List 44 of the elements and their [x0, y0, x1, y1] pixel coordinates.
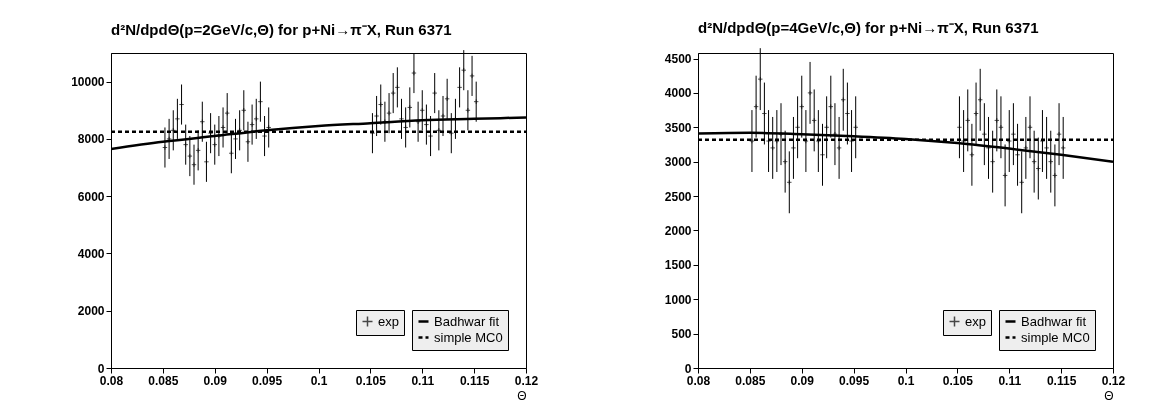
y-tick-label: 4000: [664, 86, 692, 101]
x-tick-label: 0.12: [1101, 373, 1126, 388]
legend-label: exp: [378, 313, 399, 329]
y-tick-label: 4000: [77, 246, 105, 261]
x-axis-title: Θ: [517, 388, 527, 403]
y-tick-label: 6000: [77, 189, 105, 204]
y-tick-label: 4500: [664, 52, 692, 66]
x-tick-label: 0.115: [459, 373, 490, 388]
legend-label: Badhwar fit: [434, 313, 500, 329]
y-tick-label: 2000: [664, 223, 692, 238]
y-tick-label: 0: [684, 361, 692, 376]
y-tick-label: 10000: [71, 75, 105, 90]
x-tick-label: 0.11: [411, 373, 435, 388]
x-tick-label: 0.09: [203, 373, 228, 388]
x-tick-label: 0.12: [514, 373, 539, 388]
legend-label: simple MC0: [1021, 329, 1090, 345]
chart-title: d²N/dpdΘ(p=2GeV/c,Θ) for p+Ni→π⁻X, Run 6371: [111, 20, 452, 38]
chart-title: d²N/dpdΘ(p=4GeV/c,Θ) for p+Ni→π⁻X, Run 6371: [698, 18, 1039, 36]
y-tick-label: 0: [97, 361, 105, 376]
legend-label: Badhwar fit: [1021, 313, 1087, 329]
x-tick-label: 0.095: [839, 373, 870, 388]
x-tick-label: 0.095: [252, 373, 283, 388]
x-axis-title: Θ: [1104, 388, 1114, 403]
x-tick-label: 0.1: [310, 373, 328, 388]
x-tick-label: 0.085: [148, 373, 179, 388]
x-tick-label: 0.1: [897, 373, 915, 388]
y-tick-label: 8000: [77, 132, 105, 147]
y-tick-label: 3000: [664, 155, 692, 170]
x-tick-label: 0.08: [99, 373, 124, 388]
legend-label: exp: [965, 313, 986, 329]
y-tick-label: 500: [671, 327, 692, 342]
y-tick-label: 1000: [664, 292, 692, 307]
x-tick-label: 0.11: [998, 373, 1022, 388]
legend-label: simple MC0: [434, 329, 503, 345]
y-tick-label: 3500: [664, 120, 692, 135]
x-tick-label: 0.115: [1046, 373, 1077, 388]
y-tick-label: 1500: [664, 258, 692, 273]
y-tick-label: 2000: [77, 304, 105, 319]
x-tick-label: 0.105: [942, 373, 974, 388]
y-tick-label: 2500: [664, 189, 692, 204]
x-tick-label: 0.085: [735, 373, 766, 388]
x-tick-label: 0.08: [686, 373, 711, 388]
x-tick-label: 0.105: [355, 373, 387, 388]
x-tick-label: 0.09: [790, 373, 815, 388]
